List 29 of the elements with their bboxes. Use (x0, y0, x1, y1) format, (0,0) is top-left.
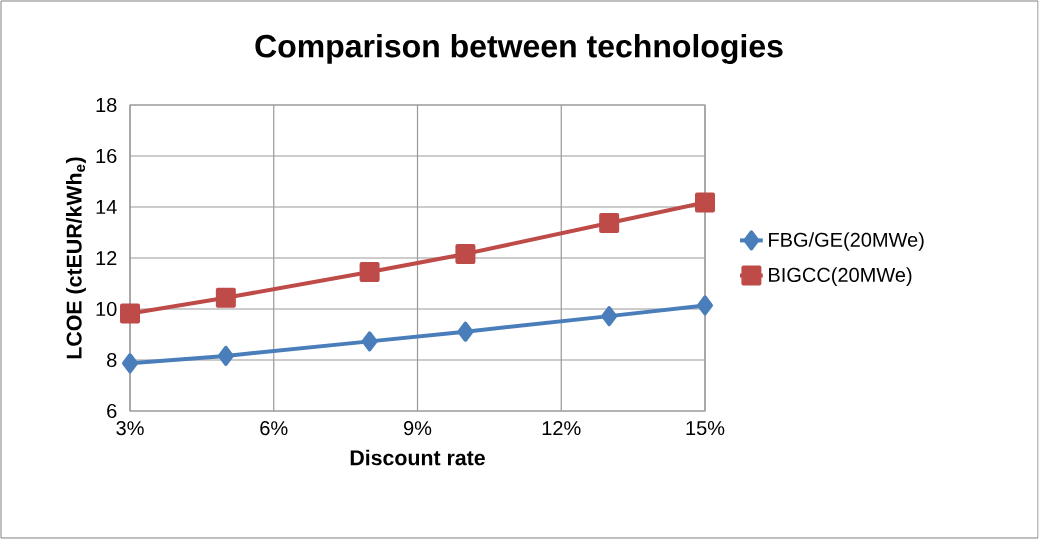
point (361, 331, 378, 352)
point (122, 353, 139, 374)
y-tick-label: 6 (107, 403, 117, 419)
point (457, 321, 474, 342)
x-tick-label: 3% (116, 421, 144, 436)
legend-label: FBG/GE(20MWe) (769, 232, 924, 251)
point (599, 213, 620, 234)
point (359, 262, 380, 283)
x-axis-title: Discount rate (350, 449, 485, 466)
point (601, 306, 618, 327)
y-tick-label: 8 (107, 352, 117, 368)
point (215, 287, 236, 308)
point (217, 345, 234, 366)
point (120, 303, 141, 324)
x-tick-label: 12% (542, 421, 581, 436)
text: LCOE (ctEUR/kWh$_{e}$) (66, 157, 86, 359)
x-tick-label: 15% (686, 421, 725, 436)
point (697, 295, 713, 316)
y-tick-label: 16 (96, 148, 117, 164)
legend-label: BIGCC(20MWe) (769, 267, 912, 286)
point (695, 192, 715, 213)
y-tick-label: 18 (96, 97, 117, 113)
y-tick-label: 14 (96, 200, 117, 214)
y-tick-label: 12 (96, 251, 117, 265)
x-tick-label: 6% (260, 421, 288, 436)
y-tick-label: 10 (96, 301, 117, 317)
chart-title: Comparison between technologies (255, 34, 783, 64)
point (455, 243, 476, 264)
x-tick-label: 9% (404, 421, 432, 436)
